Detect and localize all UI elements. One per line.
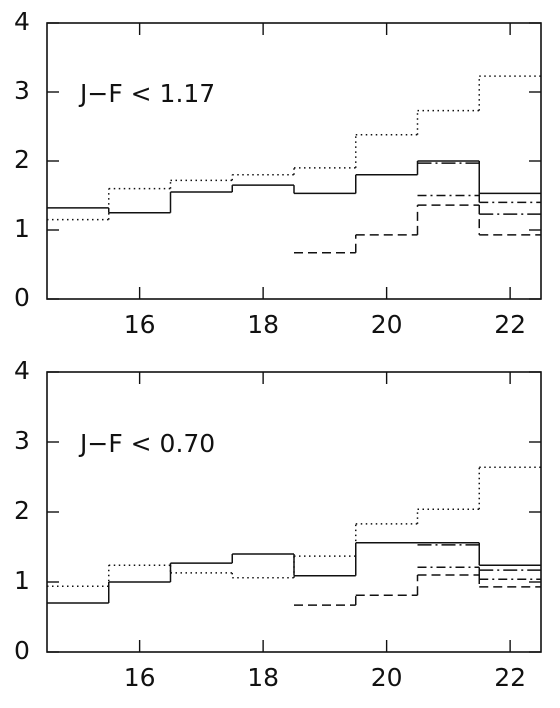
- x-tick-label: 16: [124, 663, 156, 692]
- x-tick-label: 22: [494, 663, 526, 692]
- x-tick-label: 20: [371, 663, 403, 692]
- plot-frame: [46, 371, 542, 653]
- y-tick-label: 0: [14, 636, 30, 665]
- x-tick-label: 18: [247, 663, 279, 692]
- y-tick-label: 0: [14, 283, 30, 312]
- y-tick-label: 4: [14, 7, 30, 36]
- y-tick-label: 1: [14, 214, 30, 243]
- x-tick-label: 22: [494, 310, 526, 339]
- annotation: J−F < 0.70: [78, 429, 215, 458]
- y-tick-label: 1: [14, 566, 30, 595]
- y-tick-label: 4: [14, 356, 30, 385]
- x-tick-label: 18: [247, 310, 279, 339]
- x-tick-label: 16: [124, 310, 156, 339]
- annotation: J−F < 1.17: [78, 79, 215, 108]
- x-tick-label: 20: [371, 310, 403, 339]
- y-tick-label: 3: [14, 76, 30, 105]
- y-tick-label: 2: [14, 496, 30, 525]
- y-tick-label: 2: [14, 145, 30, 174]
- y-tick-label: 3: [14, 426, 30, 455]
